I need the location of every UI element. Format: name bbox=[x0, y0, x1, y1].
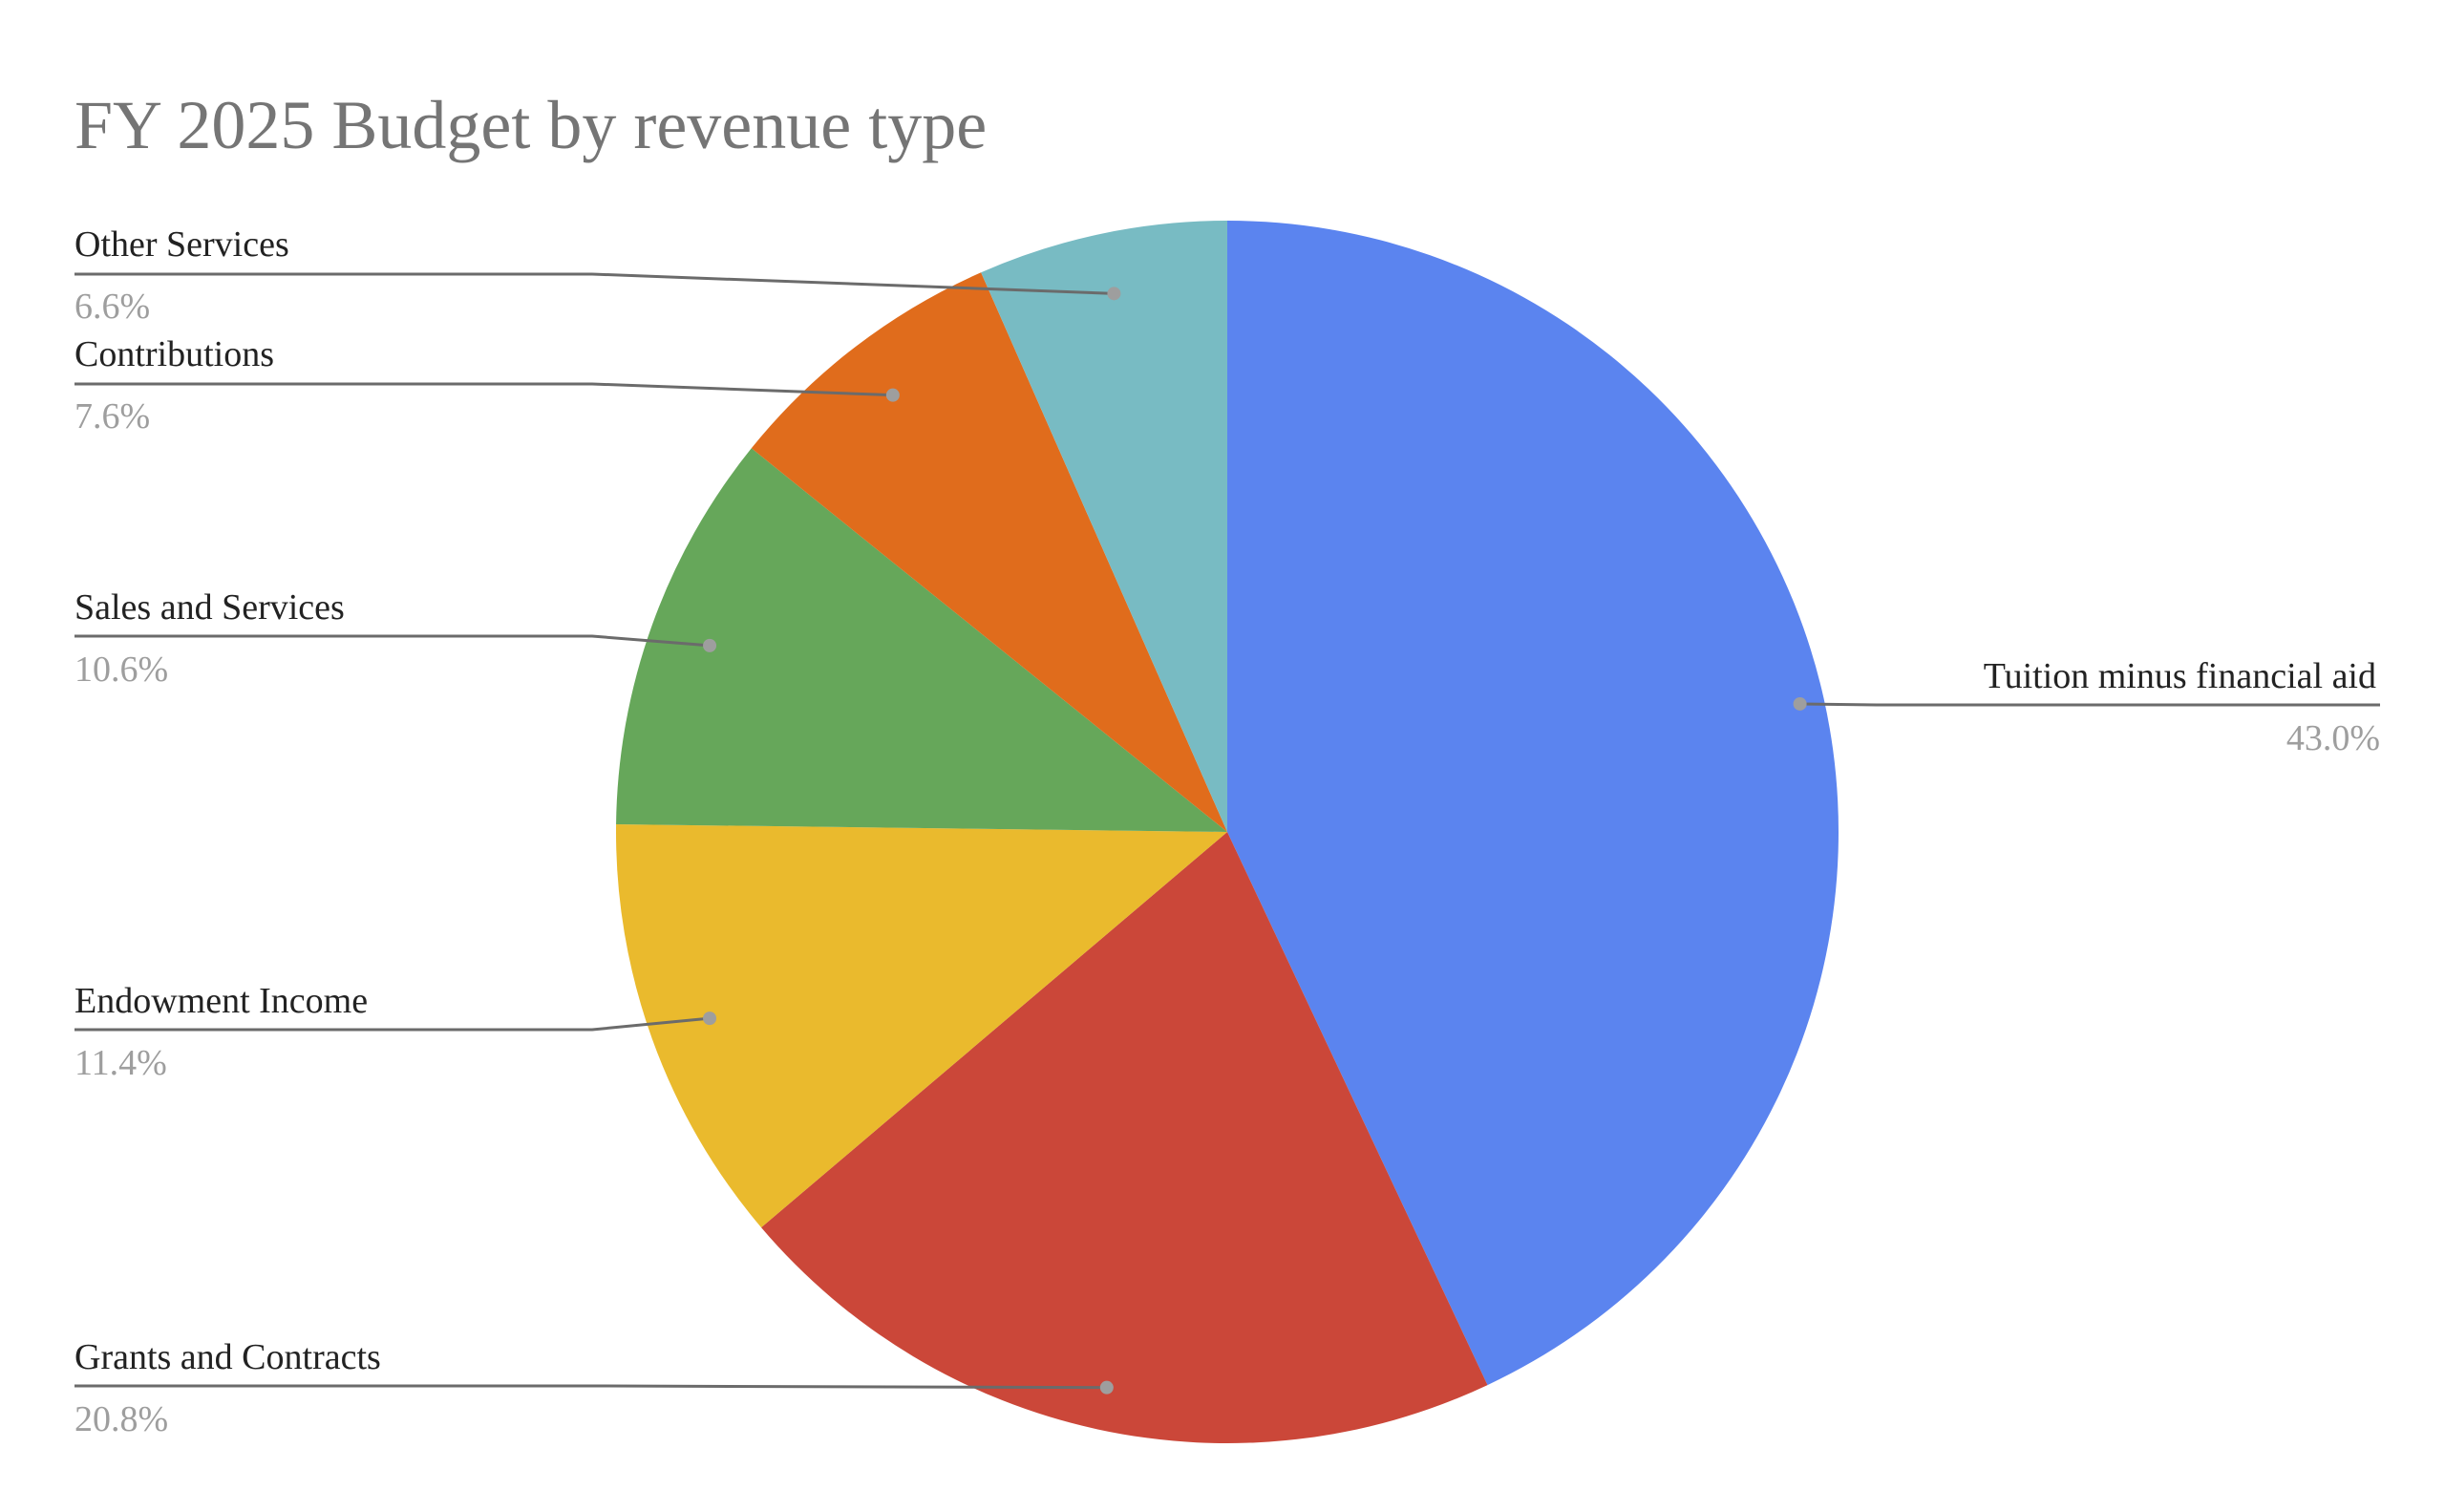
pie-slice-grants-and-contracts bbox=[761, 832, 1488, 1443]
leader-line-other-services bbox=[74, 272, 1115, 295]
leader-dot-contributions bbox=[885, 388, 900, 402]
pie-slice-other-services bbox=[981, 221, 1227, 832]
leader-dot-grants-and-contracts bbox=[1099, 1380, 1114, 1395]
leader-dot-sales-and-services bbox=[703, 638, 717, 652]
leader-dot-other-services bbox=[1107, 287, 1121, 301]
leader-line-endowment-income bbox=[74, 1016, 711, 1032]
slice-value-grants-and-contracts: 20.8% bbox=[74, 1399, 168, 1439]
pie-slice-tuition-minus-financial-aid bbox=[1227, 221, 1839, 1386]
slice-label-sales-and-services: Sales and Services bbox=[74, 587, 345, 628]
slice-label-grants-and-contracts: Grants and Contracts bbox=[74, 1337, 381, 1377]
slice-label-contributions: Contributions bbox=[74, 334, 274, 374]
leader-lines bbox=[74, 272, 2380, 1395]
slice-value-sales-and-services: 10.6% bbox=[74, 650, 168, 690]
slice-value-other-services: 6.6% bbox=[74, 287, 150, 327]
chart-title: FY 2025 Budget by revenue type bbox=[74, 87, 987, 163]
slice-value-endowment-income: 11.4% bbox=[74, 1043, 167, 1083]
slice-labels: Tuition minus financial aid 43.0% Grants a… bbox=[74, 224, 2380, 1439]
slice-label-other-services: Other Services bbox=[74, 224, 289, 265]
leader-line-grants-and-contracts bbox=[74, 1384, 1107, 1390]
pie-slice-endowment-income bbox=[616, 823, 1227, 1228]
leader-dot-endowment-income bbox=[703, 1012, 717, 1026]
slice-label-endowment-income: Endowment Income bbox=[74, 981, 368, 1021]
pie-slices bbox=[616, 221, 1839, 1443]
leader-dot-tuition-minus-financial-aid bbox=[1793, 696, 1807, 711]
pie-slice-contributions bbox=[751, 272, 1227, 833]
slice-value-tuition-minus-financial-aid: 43.0% bbox=[2286, 718, 2380, 758]
slice-value-contributions: 7.6% bbox=[74, 396, 150, 437]
slice-label-tuition-minus-financial-aid: Tuition minus financial aid bbox=[1984, 656, 2376, 696]
leader-line-sales-and-services bbox=[74, 634, 711, 648]
pie-slice-sales-and-services bbox=[616, 448, 1227, 832]
leader-line-contributions bbox=[74, 382, 893, 397]
leader-line-tuition-minus-financial-aid bbox=[1799, 702, 2380, 707]
